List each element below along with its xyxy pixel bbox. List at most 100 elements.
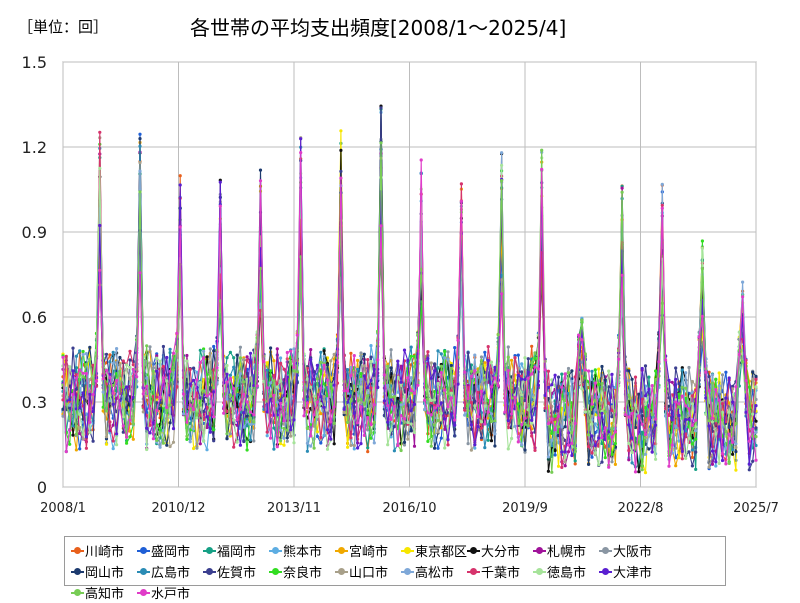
legend-label: 佐賀市 — [217, 566, 257, 581]
data-point — [88, 345, 92, 349]
data-point — [674, 456, 678, 460]
data-point — [643, 406, 648, 410]
data-point — [710, 381, 715, 385]
data-point — [158, 395, 162, 400]
data-point — [600, 460, 604, 464]
data-point — [349, 436, 353, 440]
data-point — [506, 355, 510, 359]
data-point — [667, 378, 671, 382]
data-point — [479, 355, 484, 359]
data-point — [553, 428, 557, 432]
data-point — [111, 439, 115, 443]
data-point — [282, 419, 286, 423]
data-point — [684, 418, 688, 422]
data-point — [155, 397, 159, 401]
data-point — [546, 369, 551, 373]
data-point — [161, 364, 165, 368]
data-point — [272, 373, 276, 377]
data-point — [252, 413, 256, 417]
data-point — [734, 442, 738, 446]
data-point — [714, 388, 718, 392]
data-point — [423, 398, 427, 402]
data-point — [443, 388, 447, 392]
data-point — [372, 441, 376, 445]
data-point — [88, 392, 92, 396]
data-point — [429, 361, 433, 365]
data-point — [185, 437, 189, 441]
data-point — [570, 379, 574, 383]
legend-label: 大阪市 — [613, 545, 653, 560]
data-point — [272, 426, 276, 430]
data-point — [285, 350, 289, 355]
data-point — [389, 435, 393, 439]
data-point — [366, 428, 370, 432]
data-point — [690, 394, 695, 398]
data-point — [707, 419, 711, 423]
data-point — [680, 394, 684, 398]
data-point — [553, 453, 557, 457]
data-point — [741, 280, 745, 284]
data-point — [593, 451, 597, 455]
data-point — [563, 450, 567, 454]
legend-item: 東京都区部 — [401, 540, 467, 561]
data-point — [188, 382, 192, 386]
data-point — [81, 391, 85, 395]
data-point — [603, 410, 607, 414]
data-point — [597, 382, 601, 386]
data-point — [449, 366, 453, 371]
data-point — [275, 400, 279, 404]
data-point — [751, 370, 755, 374]
data-point — [205, 394, 209, 398]
data-point — [265, 368, 269, 372]
data-point — [563, 464, 567, 468]
data-point — [603, 378, 607, 382]
data-point — [232, 445, 236, 449]
data-point — [299, 151, 303, 155]
data-point — [225, 397, 229, 401]
data-point — [396, 390, 400, 394]
data-point — [436, 446, 440, 450]
data-point — [138, 169, 142, 173]
data-point — [597, 367, 601, 371]
data-point — [98, 223, 102, 228]
data-point — [590, 455, 594, 459]
y-tick-label: 1.2 — [22, 138, 47, 157]
data-point — [747, 462, 751, 466]
data-point — [727, 376, 731, 380]
data-point — [84, 435, 88, 439]
data-point — [366, 446, 370, 450]
data-point — [627, 393, 631, 397]
data-point — [546, 385, 551, 390]
data-point — [372, 367, 376, 371]
data-point — [630, 411, 634, 415]
data-point — [315, 430, 319, 434]
data-point — [248, 416, 253, 420]
data-point — [633, 375, 638, 379]
data-point — [654, 369, 658, 373]
data-point — [339, 148, 343, 152]
data-point — [513, 356, 517, 360]
data-point — [710, 420, 715, 424]
data-point — [402, 440, 407, 444]
x-tick-label: 2010/12 — [151, 501, 205, 516]
data-point — [677, 405, 681, 409]
data-point — [700, 314, 705, 318]
data-point — [459, 199, 463, 203]
data-point — [376, 385, 380, 390]
data-point — [553, 417, 557, 421]
data-point — [202, 389, 206, 393]
data-point — [570, 453, 574, 458]
data-point — [175, 349, 179, 353]
data-point — [225, 372, 229, 376]
data-point — [610, 460, 614, 464]
data-point — [84, 371, 88, 376]
data-point — [74, 376, 78, 380]
data-point — [754, 374, 758, 378]
data-point — [161, 404, 165, 408]
data-point — [727, 410, 731, 414]
data-point — [560, 465, 564, 469]
data-point — [500, 163, 504, 167]
data-point — [359, 397, 363, 402]
